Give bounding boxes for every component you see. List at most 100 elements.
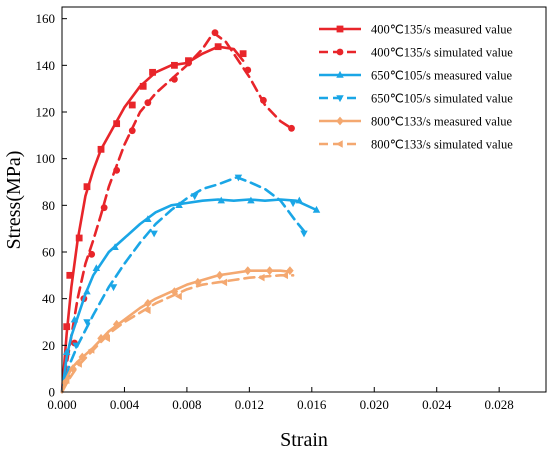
data-point (97, 145, 105, 153)
data-point (175, 292, 182, 301)
x-tick-label: 0.020 (360, 397, 389, 412)
data-point (265, 266, 274, 276)
y-tick-label: 20 (42, 338, 55, 353)
x-tick-label: 0.012 (235, 397, 264, 412)
data-point (83, 183, 91, 191)
data-point (113, 166, 121, 174)
data-point (185, 59, 192, 67)
y-tick-label: 160 (36, 11, 56, 26)
series-line (60, 45, 245, 394)
data-point (143, 306, 151, 315)
legend-label: 800℃133/s measured value (371, 115, 513, 129)
data-point (128, 101, 136, 109)
x-tick-label: 0.024 (422, 397, 452, 412)
legend-entry: 800℃133/s simulated value (319, 138, 513, 152)
axes (61, 6, 547, 393)
x-tick-label: 0.000 (47, 397, 76, 412)
series-line (60, 269, 292, 394)
data-point (257, 273, 265, 282)
legend-marker (336, 95, 344, 103)
legend-marker (336, 25, 344, 33)
data-point (194, 277, 202, 287)
data-point (113, 120, 121, 128)
data-point (170, 287, 179, 297)
data-point (239, 50, 247, 58)
data-point (103, 334, 110, 343)
data-point (128, 127, 136, 135)
data-point (217, 196, 225, 204)
data-point (144, 215, 152, 223)
legend-label: 400℃135/s simulated value (371, 46, 513, 60)
data-point (144, 99, 152, 107)
y-tick-label: 40 (42, 291, 55, 306)
data-point (83, 287, 91, 295)
data-point (289, 200, 297, 208)
data-point (286, 266, 294, 276)
legend-marker (336, 48, 344, 56)
legend-marker (336, 116, 344, 126)
series-line (60, 176, 306, 394)
x-axis-ticks: 0.000 0.004 0.008 0.012 0.016 0.020 0.024 0.028 (47, 387, 514, 412)
data-point (75, 234, 83, 242)
legend-marker (336, 70, 344, 78)
legend-entry: 800℃133/s measured value (319, 115, 513, 129)
data-point (288, 124, 295, 132)
data-point (300, 230, 308, 238)
legend-entry: 650℃105/s measured value (319, 69, 513, 83)
data-point (100, 204, 108, 212)
data-point (281, 271, 288, 280)
legend-entry: 400℃135/s simulated value (319, 46, 513, 60)
data-point (87, 346, 95, 354)
legend-label: 650℃105/s simulated value (371, 92, 513, 106)
data-point (111, 243, 119, 251)
series-5 (60, 266, 294, 394)
x-tick-label: 0.004 (110, 397, 140, 412)
y-tick-label: 0 (49, 385, 56, 400)
legend-label: 650℃105/s measured value (371, 69, 513, 83)
data-point (63, 323, 71, 331)
data-point (260, 96, 267, 104)
data-point (88, 250, 96, 258)
data-point (83, 319, 91, 327)
data-point (244, 66, 252, 74)
data-point (211, 29, 219, 37)
data-point (144, 298, 152, 308)
y-axis-title: Stress(MPa) (3, 151, 25, 250)
data-point (171, 75, 178, 83)
series-line (60, 274, 295, 394)
data-point (149, 68, 156, 76)
data-point (234, 174, 243, 182)
plot-area (60, 29, 321, 394)
x-tick-label: 0.008 (172, 397, 201, 412)
data-point (66, 271, 74, 279)
y-tick-label: 100 (36, 151, 56, 166)
data-point (72, 342, 80, 350)
x-tick-label: 0.016 (297, 397, 327, 412)
y-tick-label: 80 (42, 198, 55, 213)
data-point (62, 348, 71, 356)
data-point (92, 264, 101, 272)
data-point (214, 43, 222, 51)
legend-marker (335, 140, 343, 148)
data-point (70, 315, 79, 323)
series-3 (60, 196, 321, 394)
legend-label: 400℃135/s measured value (371, 23, 513, 37)
x-tick-label: 0.028 (485, 397, 514, 412)
legend-entry: 650℃105/s simulated value (319, 92, 513, 106)
data-point (171, 61, 178, 69)
data-point (244, 266, 252, 276)
data-point (190, 193, 199, 201)
data-point (75, 360, 82, 368)
data-point (69, 364, 77, 374)
data-point (215, 270, 224, 280)
plot-frame (61, 6, 547, 393)
legend: 400℃135/s measured value 400℃135/s simula… (319, 23, 513, 152)
legend-label: 800℃133/s simulated value (371, 138, 513, 152)
y-tick-label: 120 (36, 105, 56, 120)
data-point (139, 82, 147, 90)
data-point (62, 376, 70, 385)
series-2 (60, 29, 295, 394)
data-point (312, 205, 321, 213)
x-axis-title: Strain (280, 429, 328, 451)
